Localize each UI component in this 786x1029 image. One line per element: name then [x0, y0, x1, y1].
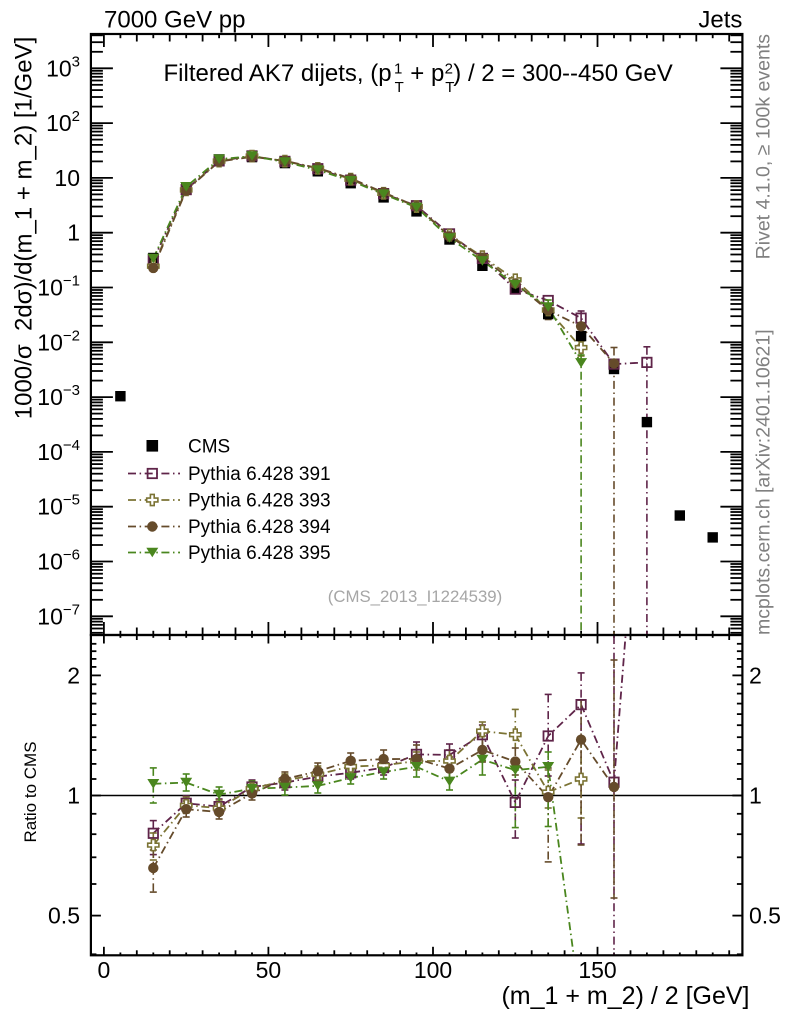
- svg-text:) / 2 = 300--450 GeV: ) / 2 = 300--450 GeV: [453, 60, 672, 87]
- svg-text:0.5: 0.5: [749, 903, 781, 929]
- svg-text:1: 1: [749, 783, 762, 809]
- svg-text:Ratio to CMS: Ratio to CMS: [21, 741, 40, 842]
- svg-text:Pythia 6.428 394: Pythia 6.428 394: [188, 517, 331, 538]
- svg-text:1: 1: [67, 783, 80, 809]
- svg-text:0: 0: [98, 957, 111, 983]
- svg-text:(CMS_2013_I1224539): (CMS_2013_I1224539): [328, 587, 502, 606]
- svg-text:1: 1: [394, 61, 402, 78]
- svg-text:1: 1: [67, 220, 80, 246]
- svg-text:T: T: [445, 79, 454, 96]
- svg-text:100: 100: [414, 957, 452, 983]
- svg-text:mcplots.cern.ch [arXiv:2401.10: mcplots.cern.ch [arXiv:2401.10621]: [753, 329, 775, 635]
- svg-text:7000 GeV pp: 7000 GeV pp: [104, 7, 245, 34]
- svg-text:2: 2: [749, 662, 762, 688]
- svg-text:Jets: Jets: [698, 7, 742, 34]
- svg-text:2: 2: [445, 61, 453, 78]
- svg-text:1000/σ 2dσ)/d(m_1 + m_2) [1/G: 1000/σ 2dσ)/d(m_1 + m_2) [1/GeV]: [11, 37, 38, 419]
- svg-text:CMS: CMS: [188, 437, 230, 458]
- svg-text:+ p: + p: [410, 60, 444, 87]
- svg-text:2: 2: [67, 662, 80, 688]
- svg-text:10: 10: [54, 165, 80, 191]
- svg-text:150: 150: [578, 957, 616, 983]
- svg-text:Pythia 6.428 395: Pythia 6.428 395: [188, 543, 331, 564]
- svg-text:Filtered AK7 dijets, (p: Filtered AK7 dijets, (p: [164, 60, 392, 87]
- svg-text:Pythia 6.428 393: Pythia 6.428 393: [188, 491, 331, 512]
- svg-text:T: T: [395, 79, 404, 96]
- svg-text:(m_1 + m_2) / 2 [GeV]: (m_1 + m_2) / 2 [GeV]: [501, 982, 749, 1010]
- svg-text:Rivet 4.1.0, ≥ 100k events: Rivet 4.1.0, ≥ 100k events: [753, 34, 775, 260]
- svg-text:0.5: 0.5: [48, 903, 80, 929]
- svg-text:50: 50: [256, 957, 282, 983]
- svg-text:Pythia 6.428 391: Pythia 6.428 391: [188, 464, 331, 485]
